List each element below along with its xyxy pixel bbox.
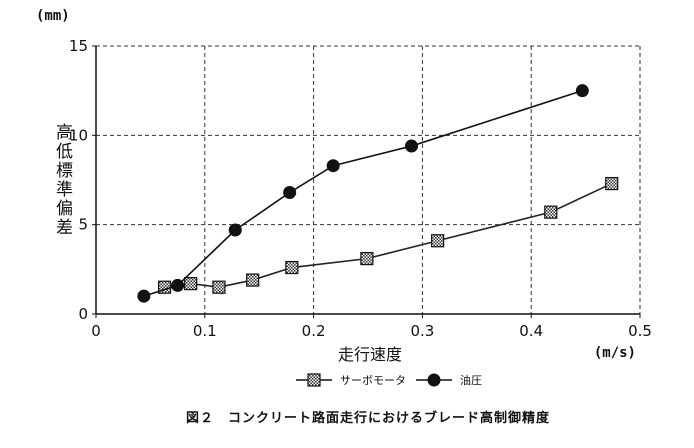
legend-label: サーボモータ (340, 374, 406, 387)
y-tick-label: 15 (69, 37, 88, 55)
data-point (246, 273, 260, 287)
x-tick-label: 0.1 (193, 322, 217, 340)
legend: サーボモータ 油圧 (296, 373, 482, 387)
grid-lines (96, 45, 641, 314)
series-2 (137, 84, 589, 303)
data-point (605, 176, 619, 191)
series-line (143, 89, 583, 297)
legend-item: サーボモータ (296, 373, 406, 387)
data-point (228, 223, 242, 237)
tick-labels: 0 0.1 0.2 0.3 0.4 0.5 0 5 10 15 (69, 37, 652, 340)
y-tick-label: 5 (78, 216, 88, 234)
series (137, 84, 619, 303)
legend-label: 油圧 (460, 373, 482, 387)
x-tick-label: 0 (91, 322, 101, 340)
x-tick-label: 0.2 (302, 322, 326, 340)
x-tick-label: 0.3 (410, 322, 434, 340)
legend-marker-circle (427, 373, 441, 387)
data-point (544, 205, 558, 219)
legend-marker-square (307, 373, 321, 387)
x-tick-label: 0.4 (519, 322, 543, 340)
data-point (137, 289, 151, 303)
legend-item: 油圧 (416, 373, 482, 387)
data-point (283, 186, 297, 200)
axes (95, 46, 640, 315)
y-tick-label: 10 (69, 126, 88, 144)
series-1 (157, 176, 619, 294)
x-axis-label: 走行速度 (338, 345, 402, 364)
x-axis-unit: (m/s) (594, 345, 636, 361)
data-point (575, 84, 589, 98)
data-point (326, 159, 340, 173)
data-point (212, 280, 226, 294)
data-point (360, 252, 374, 266)
data-point (285, 260, 299, 275)
y-axis-label: 高低標準偏差 (52, 123, 73, 237)
y-tick-label: 0 (78, 305, 88, 323)
data-point (184, 277, 198, 291)
figure-caption: 図２ コンクリート路面走行におけるブレード高制御精度 (186, 410, 550, 426)
data-point (171, 278, 185, 292)
y-axis-unit: (mm) (36, 8, 70, 24)
data-point (431, 234, 445, 248)
x-tick-label: 0.5 (628, 322, 652, 340)
data-point (405, 139, 419, 153)
